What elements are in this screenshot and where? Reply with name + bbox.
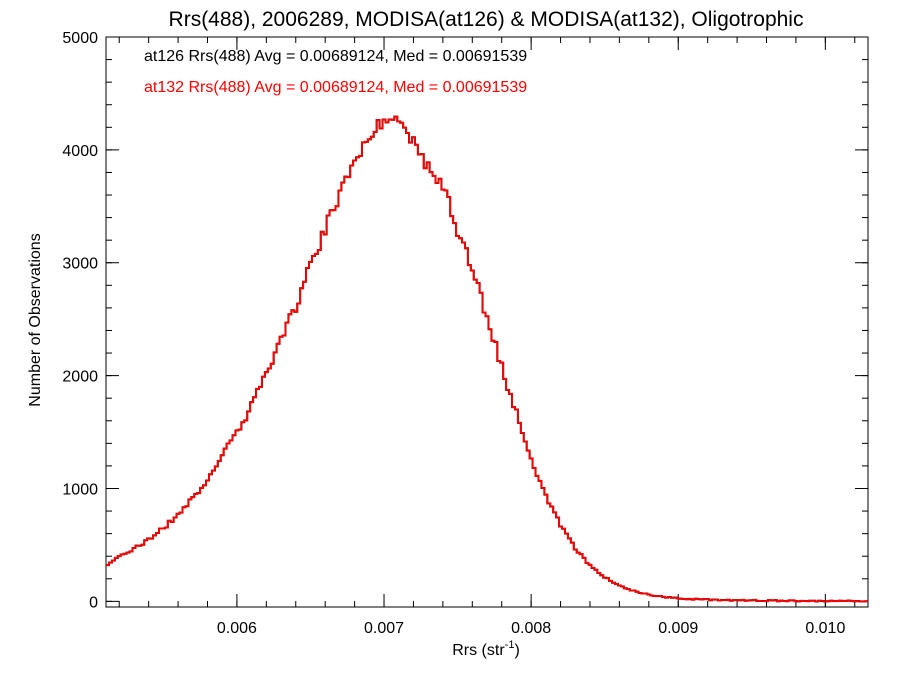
y-tick-label: 1000 xyxy=(62,481,98,498)
y-axis-label: Number of Observations xyxy=(27,233,44,406)
x-tick-label: 0.007 xyxy=(364,620,404,637)
y-tick-label: 3000 xyxy=(62,256,98,273)
x-axis-label: Rrs (str-1) xyxy=(452,639,520,659)
x-axis-label-text: Rrs (str xyxy=(452,642,505,659)
series-at126-histogram xyxy=(106,115,868,603)
plot-frame xyxy=(105,36,869,608)
x-tick-label: 0.009 xyxy=(658,620,698,637)
y-tick-label: 4000 xyxy=(62,143,98,160)
annotation-at132: at132 Rrs(488) Avg = 0.00689124, Med = 0… xyxy=(144,79,527,96)
series-layer xyxy=(106,115,868,603)
y-tick-label: 2000 xyxy=(62,369,98,386)
x-tick-label: 0.008 xyxy=(511,620,551,637)
x-axis-label-close: ) xyxy=(514,642,519,659)
x-tick-label: 0.010 xyxy=(805,620,845,637)
plot-area-border xyxy=(105,36,869,608)
y-tick-label: 5000 xyxy=(62,30,98,47)
y-tick-label: 0 xyxy=(89,594,98,611)
x-axis-label-superscript: -1 xyxy=(505,639,515,651)
axis-ticks: 0.006 0.007 0.008 0.009 0.010 0 1000 2000 3000 40… xyxy=(62,30,868,637)
chart-title: Rrs(488), 2006289, MODISA(at126) & MODIS… xyxy=(169,8,804,31)
series-at132-histogram xyxy=(106,115,868,603)
annotation-at126: at126 Rrs(488) Avg = 0.00689124, Med = 0… xyxy=(144,48,527,65)
x-tick-label: 0.006 xyxy=(217,620,257,637)
